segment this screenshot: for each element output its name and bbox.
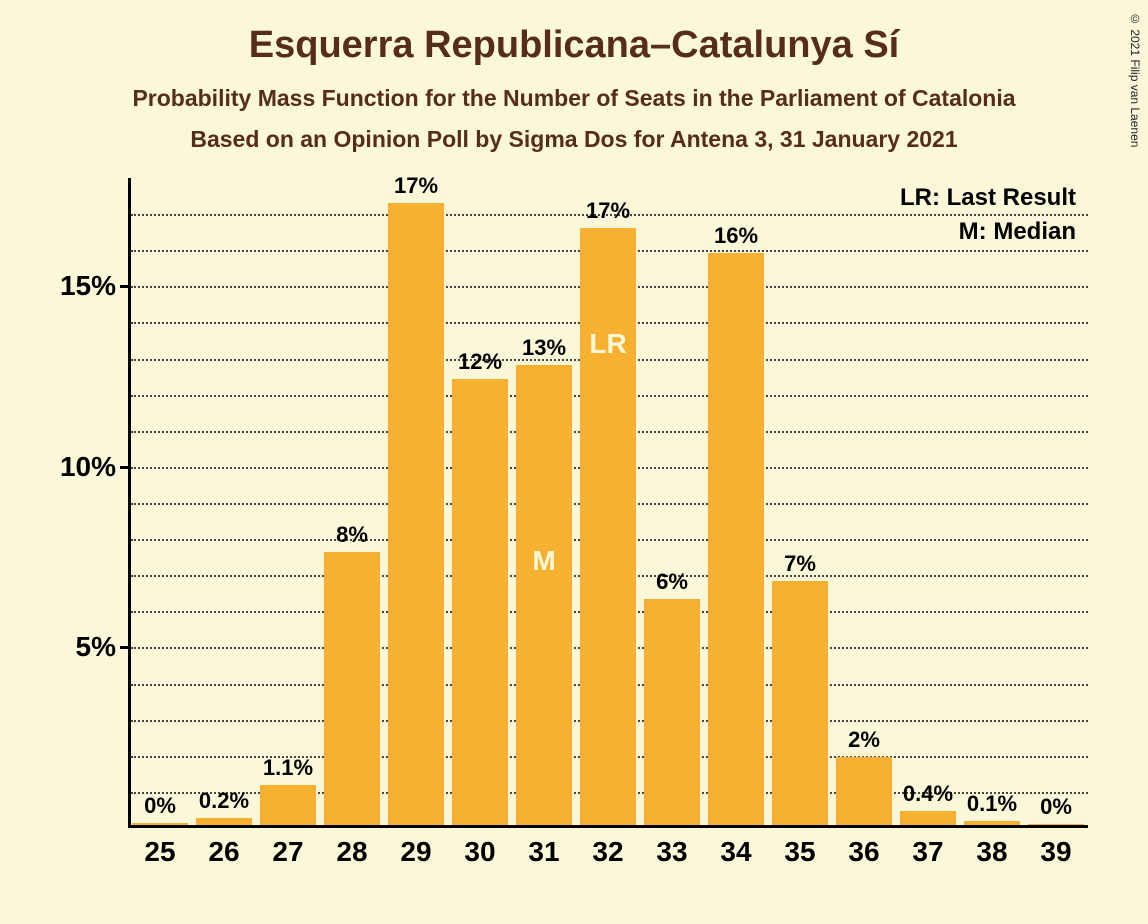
bar-value-label: 12%: [458, 349, 502, 375]
x-axis-line: [128, 825, 1088, 828]
bar: [580, 228, 635, 825]
bar-value-label: 17%: [586, 198, 630, 224]
x-axis-tick-label: 34: [720, 836, 751, 868]
bar: [772, 581, 827, 825]
bar-value-label: 1.1%: [263, 755, 313, 781]
bar-value-label: 7%: [784, 551, 816, 577]
copyright-text: © 2021 Filip van Laenen: [1124, 12, 1142, 147]
bar-value-label: 0%: [1040, 794, 1072, 820]
x-axis-tick-label: 27: [272, 836, 303, 868]
bar-value-label: 0.1%: [967, 791, 1017, 817]
y-axis-tick-mark: [120, 466, 128, 469]
bar: [644, 599, 699, 825]
x-axis-tick-label: 32: [592, 836, 623, 868]
bar-value-label: 0%: [144, 793, 176, 819]
y-axis-tick-mark: [120, 646, 128, 649]
bar-value-label: 0.4%: [903, 781, 953, 807]
y-axis-tick-mark: [120, 285, 128, 288]
x-axis-tick-label: 35: [784, 836, 815, 868]
x-axis-tick-label: 36: [848, 836, 879, 868]
x-axis-tick-label: 39: [1040, 836, 1071, 868]
chart-subtitle-2: Based on an Opinion Poll by Sigma Dos fo…: [0, 112, 1148, 153]
x-axis-tick-label: 26: [208, 836, 239, 868]
bar-value-label: 17%: [394, 173, 438, 199]
bar-value-label: 2%: [848, 727, 880, 753]
legend-median: M: Median: [959, 218, 1076, 246]
chart-plot-area: LR: Last Result M: Median 5%10%15%0%250.…: [128, 178, 1088, 828]
bar-value-label: 8%: [336, 522, 368, 548]
x-axis-tick-label: 31: [528, 836, 559, 868]
bar: [196, 818, 251, 825]
legend-last-result: LR: Last Result: [900, 184, 1076, 212]
bar-value-label: 13%: [522, 335, 566, 361]
bar: [516, 365, 571, 825]
x-axis-tick-label: 38: [976, 836, 1007, 868]
bar-value-label: 16%: [714, 223, 758, 249]
x-axis-tick-label: 37: [912, 836, 943, 868]
bar: [708, 253, 763, 825]
bar: [964, 821, 1019, 825]
median-marker: M: [532, 545, 555, 577]
chart-title: Esquerra Republicana–Catalunya Sí: [0, 0, 1148, 67]
last-result-marker: LR: [589, 328, 626, 360]
y-axis-tick-label: 15%: [60, 270, 116, 302]
x-axis-tick-label: 29: [400, 836, 431, 868]
bar-value-label: 6%: [656, 569, 688, 595]
bar: [132, 823, 187, 825]
chart-subtitle-1: Probability Mass Function for the Number…: [0, 67, 1148, 112]
bar: [452, 379, 507, 825]
x-axis-tick-label: 33: [656, 836, 687, 868]
x-axis-tick-label: 28: [336, 836, 367, 868]
y-axis-tick-label: 5%: [76, 631, 116, 663]
x-axis-tick-label: 25: [144, 836, 175, 868]
bar: [1028, 824, 1083, 825]
x-axis-tick-label: 30: [464, 836, 495, 868]
bar-value-label: 0.2%: [199, 788, 249, 814]
bar: [260, 785, 315, 825]
y-axis-tick-label: 10%: [60, 451, 116, 483]
bar: [388, 203, 443, 825]
bar: [836, 757, 891, 825]
bar: [900, 811, 955, 825]
bar: [324, 552, 379, 825]
